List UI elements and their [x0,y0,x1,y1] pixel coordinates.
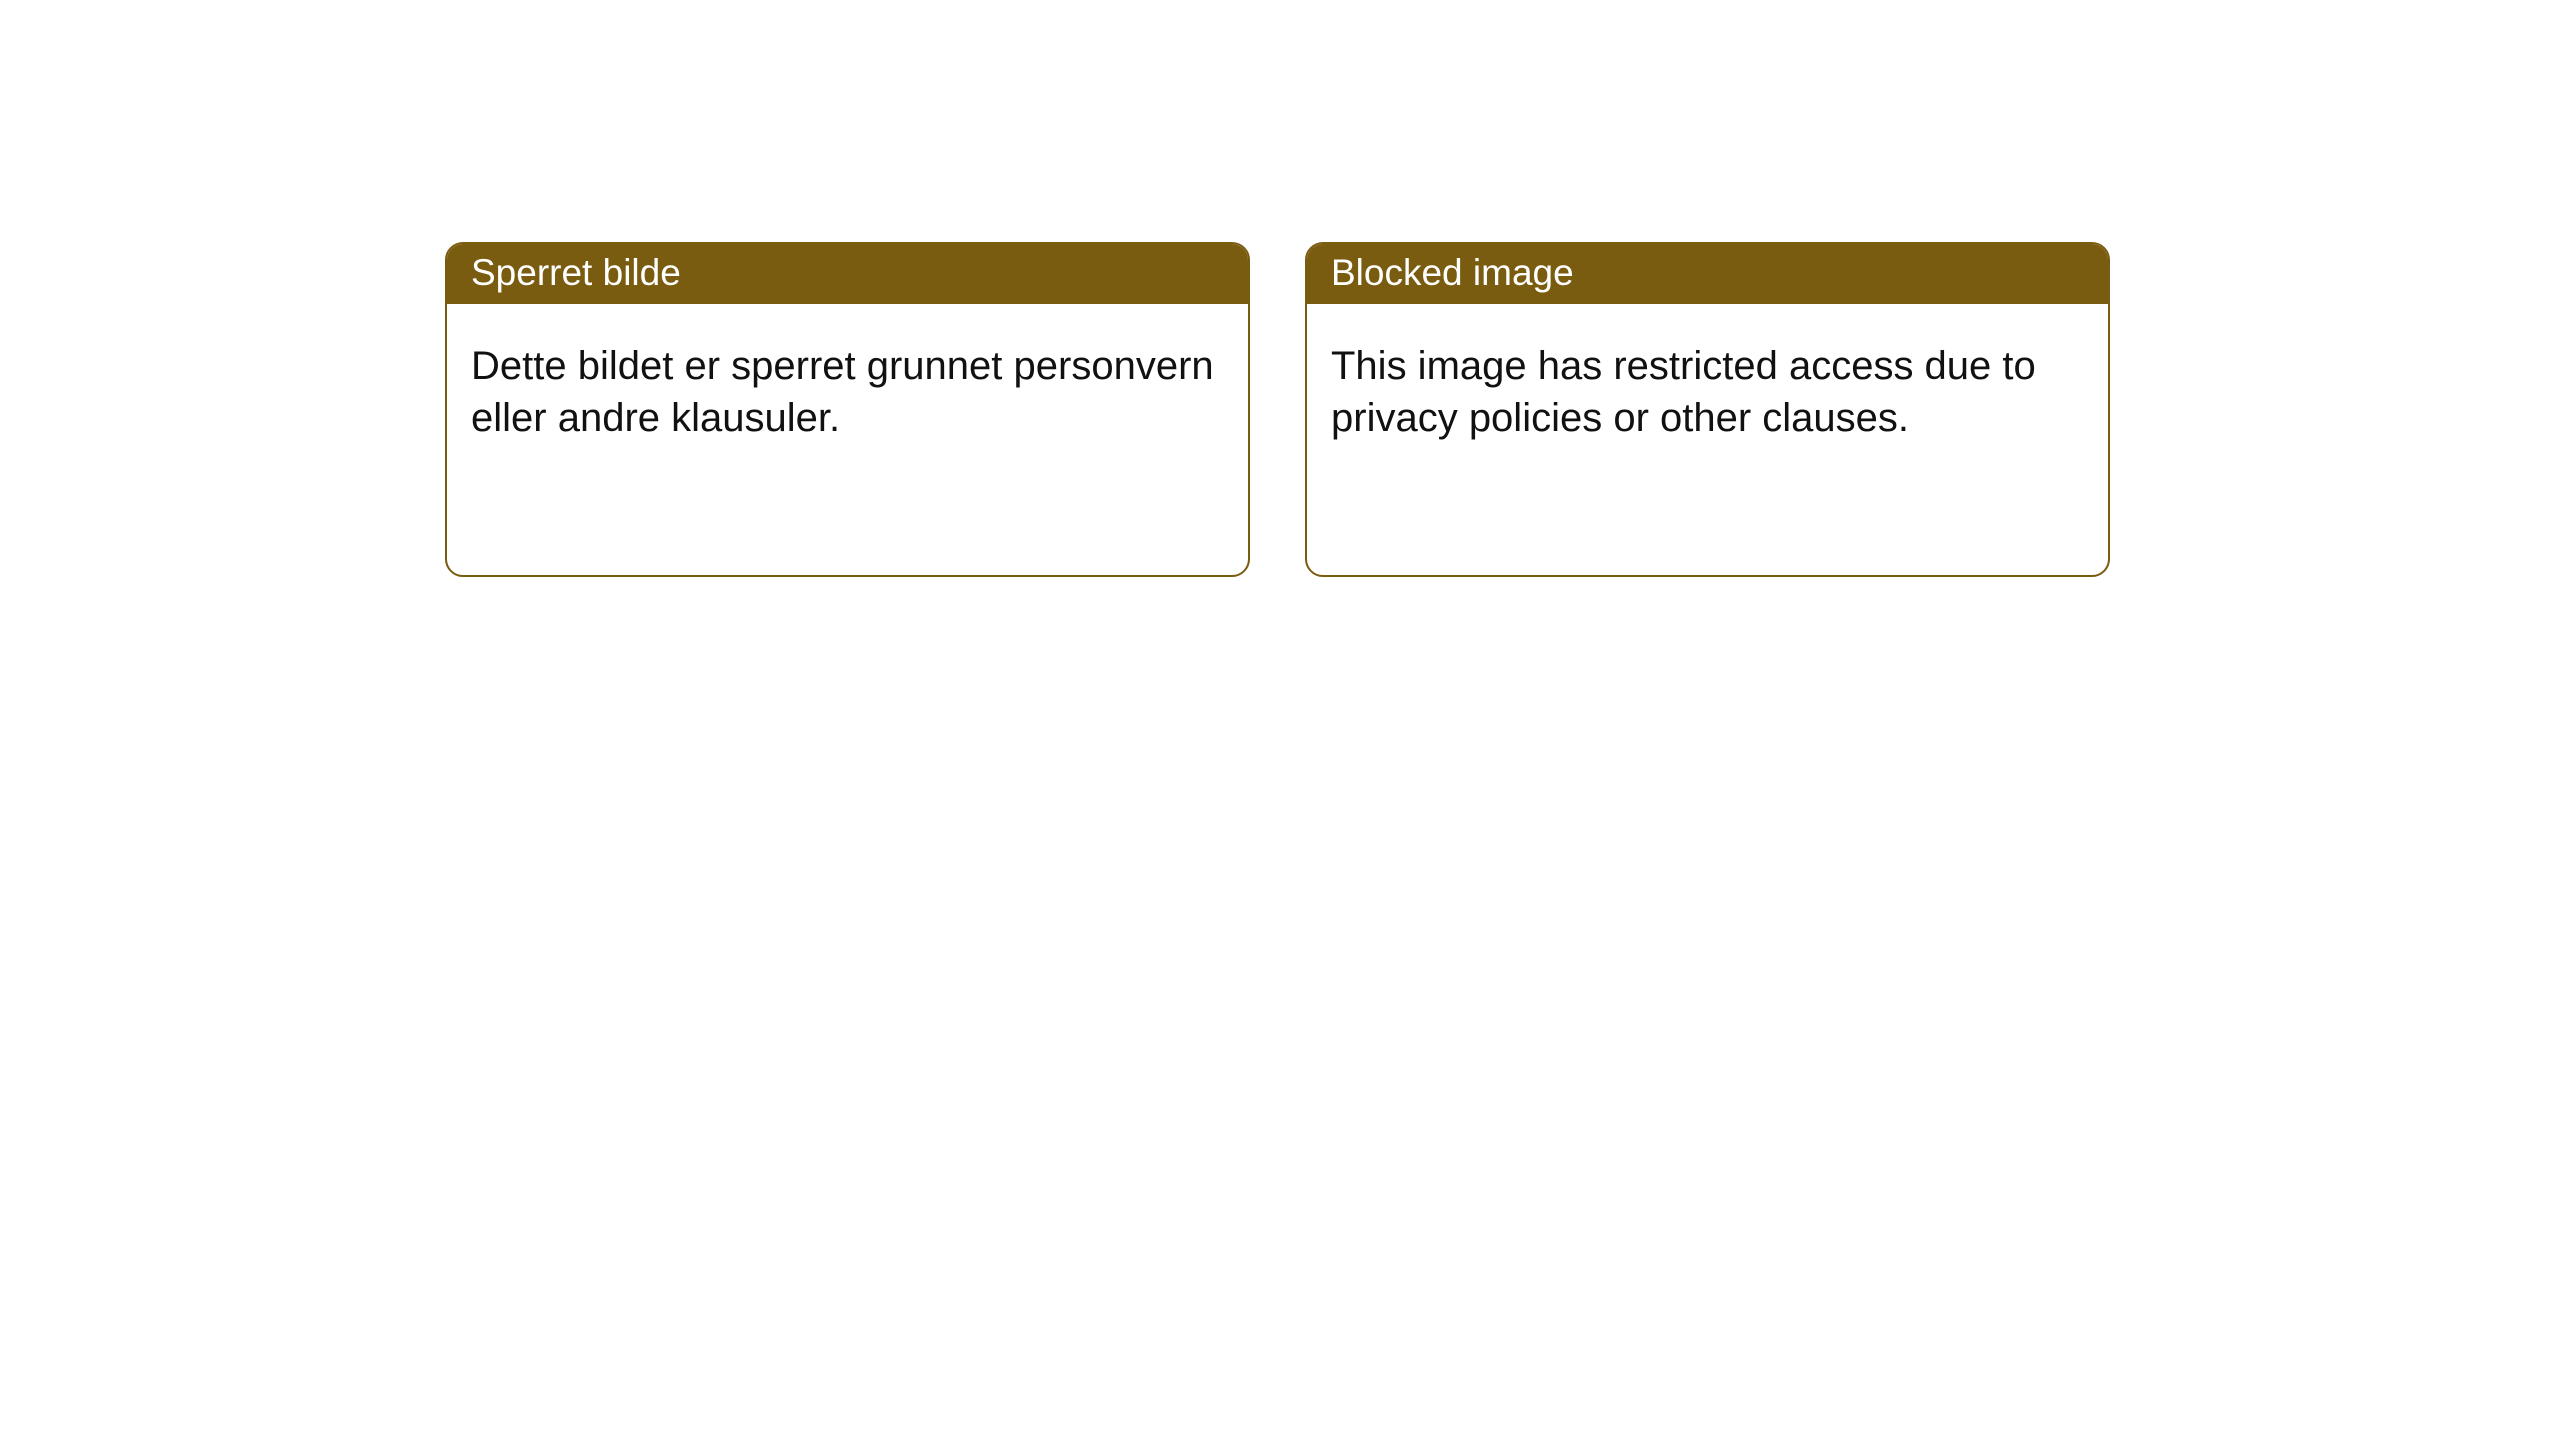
card-body-text: This image has restricted access due to … [1307,304,2108,468]
blocked-image-card-no: Sperret bilde Dette bildet er sperret gr… [445,242,1250,577]
card-body-text: Dette bildet er sperret grunnet personve… [447,304,1248,468]
card-title: Sperret bilde [447,244,1248,304]
card-title: Blocked image [1307,244,2108,304]
blocked-image-card-en: Blocked image This image has restricted … [1305,242,2110,577]
notice-cards-row: Sperret bilde Dette bildet er sperret gr… [0,0,2560,577]
